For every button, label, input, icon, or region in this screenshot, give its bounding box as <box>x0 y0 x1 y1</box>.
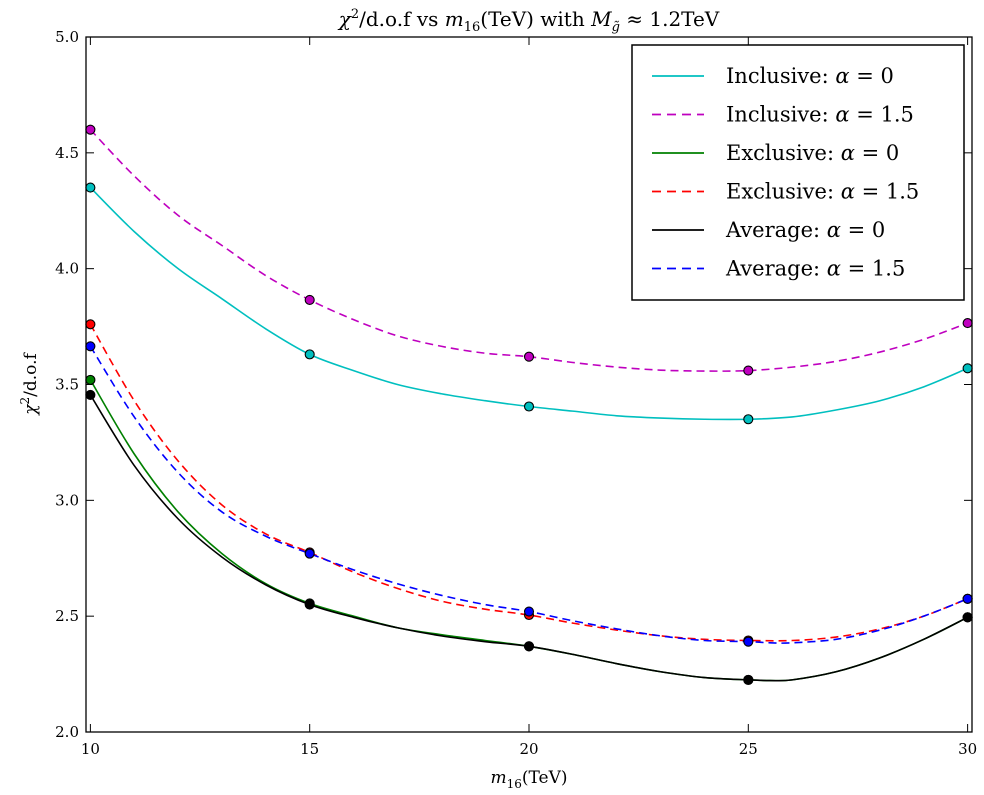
legend-label: Inclusive: α = 0 <box>726 64 894 88</box>
chart-title: χ2/d.o.f vs m16(TeV) with Mg̃ ≈ 1.2TeV <box>337 7 720 35</box>
plot-border <box>85 36 973 733</box>
legend-label: Average: α = 0 <box>725 218 885 242</box>
data-point <box>523 401 535 412</box>
data-point <box>743 674 754 685</box>
data-point <box>962 593 973 604</box>
legend: Inclusive: α = 0 Inclusive: α = 1.5 Exclus… <box>631 44 965 301</box>
y-tick-label: 2.5 <box>55 607 79 625</box>
data-point <box>523 641 535 652</box>
data-point <box>304 349 315 360</box>
data-point <box>523 351 535 362</box>
legend-label: Inclusive: α = 1.5 <box>726 103 914 127</box>
series-line-average-alpha-1-5 <box>89 345 968 644</box>
legend-entry-exclusive-alpha-0: Exclusive: α = 0 <box>652 141 899 165</box>
data-point <box>85 319 96 330</box>
legend-entry-inclusive-alpha-0: Inclusive: α = 0 <box>652 64 894 88</box>
data-point <box>743 414 754 425</box>
data-point <box>304 548 315 559</box>
data-point <box>523 606 535 617</box>
series-markers-inclusive-alpha-1-5 <box>85 124 973 376</box>
x-axis-label: m16(TeV) <box>490 768 567 791</box>
x-tick-label: 15 <box>300 740 319 758</box>
x-tick-label: 25 <box>739 740 758 758</box>
x-tick-label: 20 <box>519 740 538 758</box>
legend-entries: Inclusive: α = 0 Inclusive: α = 1.5 Exclus… <box>652 64 919 281</box>
data-point <box>962 612 973 623</box>
legend-box <box>631 44 965 301</box>
data-point <box>85 389 96 400</box>
x-tick-label: 10 <box>81 740 100 758</box>
data-point <box>304 294 315 305</box>
legend-label: Exclusive: α = 0 <box>726 141 899 165</box>
data-point <box>85 341 96 352</box>
x-tick-label: 30 <box>958 740 977 758</box>
data-point <box>962 318 973 329</box>
y-axis-label: χ2/d.o.f <box>18 351 41 415</box>
y-tick-label: 5.0 <box>55 28 79 46</box>
data-point <box>304 599 315 610</box>
legend-entry-exclusive-alpha-1-5: Exclusive: α = 1.5 <box>652 180 919 204</box>
series-average-alpha-0 <box>89 394 968 682</box>
data-point <box>962 363 973 374</box>
series-line-average-alpha-0 <box>89 394 968 682</box>
series-average-alpha-1-5 <box>89 345 968 644</box>
data-point <box>743 365 754 376</box>
legend-label: Average: α = 1.5 <box>725 257 905 281</box>
legend-entry-inclusive-alpha-1-5: Inclusive: α = 1.5 <box>652 103 914 127</box>
y-tick-label: 4.5 <box>55 144 79 162</box>
legend-label: Exclusive: α = 1.5 <box>726 180 919 204</box>
series-markers-average-alpha-0 <box>85 389 973 685</box>
y-tick-label: 3.0 <box>55 491 79 509</box>
y-tick-label: 3.5 <box>55 376 79 394</box>
data-point <box>85 182 96 193</box>
legend-entry-average-alpha-0: Average: α = 0 <box>652 218 885 242</box>
legend-entry-average-alpha-1-5: Average: α = 1.5 <box>652 257 905 281</box>
axis-tick-labels: 10 15 20 25 30 2.0 2.5 3.0 3.5 4.0 4.5 5.0 <box>55 28 977 758</box>
data-point <box>85 374 96 385</box>
y-tick-label: 4.0 <box>55 260 79 278</box>
data-point <box>743 636 754 647</box>
data-point <box>85 124 96 135</box>
data-series <box>85 124 973 685</box>
y-tick-label: 2.0 <box>55 723 79 741</box>
series-markers-inclusive-alpha-0 <box>85 182 973 425</box>
